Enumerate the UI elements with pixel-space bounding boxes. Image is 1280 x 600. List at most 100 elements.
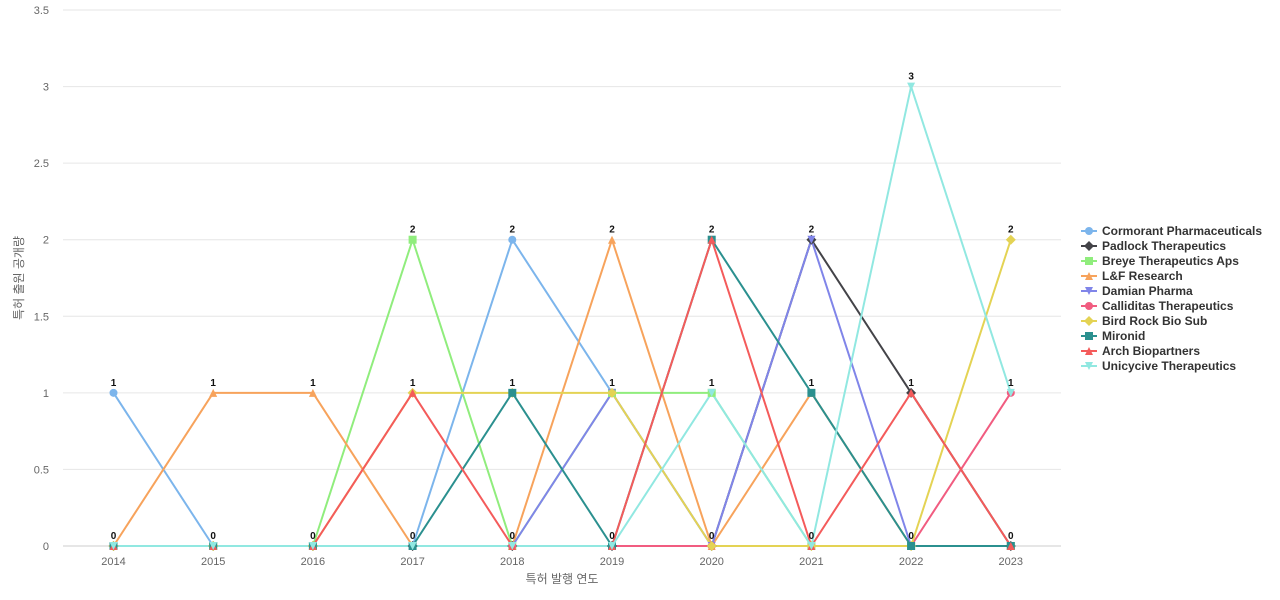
y-tick-label: 3 <box>43 82 49 94</box>
legend-item[interactable]: Unicycive Therapeutics <box>1081 359 1236 373</box>
legend-label: Bird Rock Bio Sub <box>1102 314 1207 328</box>
data-point-mironid <box>508 388 517 397</box>
x-tick-label: 2015 <box>201 556 225 568</box>
legend-label: Unicycive Therapeutics <box>1102 359 1236 373</box>
legend-item[interactable]: Breye Therapeutics Aps <box>1081 254 1239 268</box>
data-label: 2 <box>809 225 815 236</box>
legend-label: Calliditas Therapeutics <box>1102 299 1234 313</box>
legend-item[interactable]: Bird Rock Bio Sub <box>1081 314 1207 328</box>
x-tick-label: 2017 <box>400 556 424 568</box>
data-point-mironid <box>907 542 916 550</box>
x-tick-label: 2023 <box>999 556 1023 568</box>
data-point-unicycive-therapeutics <box>109 542 118 550</box>
legend-label: Breye Therapeutics Aps <box>1102 254 1239 268</box>
data-label: 3 <box>908 72 914 83</box>
data-label: 2 <box>709 225 715 236</box>
data-label: 1 <box>310 378 316 389</box>
legend-item[interactable]: Padlock Therapeutics <box>1081 239 1226 253</box>
legend-symbol <box>1085 347 1093 355</box>
data-labels: 1 0 1 0 1 0 2 1 0 2 1 0 2 1 0 2 1 0 2 1 0 3 1 0 2 1 0 <box>111 72 1014 542</box>
legend-symbol <box>1084 316 1094 326</box>
legend-label: Mironid <box>1102 329 1145 343</box>
legend-item[interactable]: Mironid <box>1081 329 1145 343</box>
data-label: 2 <box>1008 225 1014 236</box>
data-point-unicycive-therapeutics <box>408 542 417 550</box>
data-point-damian-pharma <box>807 235 816 244</box>
legend-symbol <box>1085 257 1093 265</box>
legend-symbol <box>1085 362 1093 370</box>
data-point-breye-therapeutics-aps <box>408 235 417 244</box>
x-tick-label: 2016 <box>301 556 325 568</box>
legend-label: Arch Biopartners <box>1102 344 1200 358</box>
y-axis-ticks: 0 0.5 1 1.5 2 2.5 3 3.5 <box>34 5 49 553</box>
x-tick-label: 2021 <box>799 556 823 568</box>
legend-item[interactable]: Calliditas Therapeutics <box>1081 299 1234 313</box>
data-label: 0 <box>1008 531 1014 542</box>
data-point-unicycive-therapeutics <box>1006 388 1015 397</box>
data-label: 0 <box>111 531 117 542</box>
series-line-unicycive-therapeutics[interactable] <box>112 85 1012 547</box>
data-point-unicycive-therapeutics <box>308 542 317 550</box>
legend-label: Cormorant Pharmaceuticals <box>1102 224 1262 238</box>
y-axis-title: 특허 출원 공개량 <box>12 236 26 320</box>
legend-item[interactable]: Cormorant Pharmaceuticals <box>1081 224 1262 238</box>
data-point-arch-biopartners <box>1006 542 1015 550</box>
data-point-bird-rock-bio-sub <box>607 387 617 398</box>
data-label: 1 <box>709 378 715 389</box>
data-label: 0 <box>210 531 216 542</box>
data-point-arch-biopartners <box>707 235 716 244</box>
data-label: 1 <box>111 378 117 389</box>
data-label: 2 <box>510 225 516 236</box>
legend-item[interactable]: Arch Biopartners <box>1081 344 1200 358</box>
data-point-unicycive-therapeutics <box>608 542 616 550</box>
x-tick-label: 2018 <box>500 556 524 568</box>
data-point-cormorant-pharmaceuticals <box>109 388 118 397</box>
legend-label: Padlock Therapeutics <box>1102 239 1226 253</box>
data-point-bird-rock-bio-sub <box>1005 234 1016 245</box>
legend-symbol <box>1085 227 1093 235</box>
y-tick-label: 0 <box>43 541 49 553</box>
y-tick-label: 2 <box>43 235 49 247</box>
data-point-l-f-research <box>308 388 317 397</box>
data-label: 0 <box>908 531 914 542</box>
data-point-cormorant-pharmaceuticals <box>508 235 517 244</box>
legend-symbol <box>1085 302 1093 310</box>
y-tick-label: 1.5 <box>34 311 49 323</box>
legend-symbol <box>1084 241 1094 251</box>
x-axis-title: 특허 발행 연도 <box>526 571 599 586</box>
data-label: 1 <box>908 378 914 389</box>
data-label: 1 <box>809 378 815 389</box>
data-label: 0 <box>310 531 316 542</box>
data-label: 2 <box>410 225 416 236</box>
data-point-unicycive-therapeutics <box>707 388 716 397</box>
data-label: 1 <box>1008 378 1014 389</box>
legend-symbol <box>1085 332 1093 340</box>
data-label: 0 <box>709 531 715 542</box>
data-point-mironid <box>807 388 816 397</box>
data-label: 1 <box>410 378 416 389</box>
data-label: 1 <box>609 378 615 389</box>
legend-symbol <box>1085 272 1093 280</box>
data-point-l-f-research <box>608 235 616 244</box>
legend-item[interactable]: L&F Research <box>1081 269 1183 283</box>
legend-item[interactable]: Damian Pharma <box>1081 284 1193 298</box>
data-label: 1 <box>510 378 516 389</box>
data-label: 0 <box>510 531 516 542</box>
data-label: 0 <box>809 531 815 542</box>
x-axis-ticks: 2014 2015 2016 2017 2018 2019 2020 2021 2022 2023 <box>101 546 1023 568</box>
data-point-unicycive-therapeutics <box>807 542 816 550</box>
y-tick-label: 2.5 <box>34 158 49 170</box>
data-point-unicycive-therapeutics <box>209 542 218 550</box>
data-label: 0 <box>410 531 416 542</box>
x-tick-label: 2022 <box>899 556 923 568</box>
y-tick-label: 3.5 <box>34 5 49 17</box>
data-label: 0 <box>609 531 615 542</box>
data-point-bird-rock-bio-sub <box>706 541 717 551</box>
data-point-arch-biopartners <box>907 388 916 397</box>
data-label: 1 <box>210 378 216 389</box>
data-point-unicycive-therapeutics <box>508 542 517 550</box>
y-tick-label: 0.5 <box>34 464 49 476</box>
